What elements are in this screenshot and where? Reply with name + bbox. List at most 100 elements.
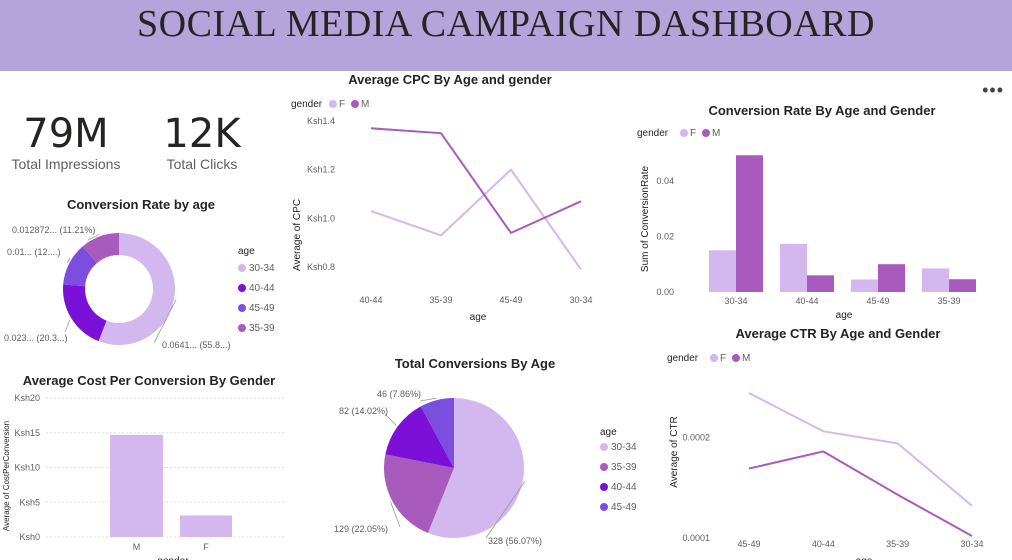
legend-label: M	[712, 128, 720, 139]
x-tick-label: 35-39	[886, 539, 909, 549]
legend-marker	[329, 100, 337, 108]
pie-slice	[98, 233, 175, 345]
y-tick-label: 0.0001	[682, 533, 710, 543]
x-tick-label: 40-44	[795, 296, 818, 306]
bar-chart-cost-per-conversion[interactable]: Average Cost Per Conversion By Gender Av…	[0, 370, 290, 560]
pie-slice	[63, 284, 107, 342]
data-label: 129 (22.05%)	[334, 524, 388, 534]
x-tick-label: F	[203, 542, 209, 552]
pie-slice	[427, 398, 524, 538]
x-tick-label: 35-39	[937, 296, 960, 306]
line-chart-ctr[interactable]: Average CTR By Age and Gender gender Ave…	[660, 322, 1010, 560]
x-tick-label: 40-44	[359, 295, 382, 305]
bar-F	[851, 279, 878, 292]
bar	[110, 434, 163, 537]
y-tick-label: Ksh0.8	[307, 262, 335, 272]
y-tick-label: Ksh0	[19, 532, 40, 542]
line-chart-cpc[interactable]: Average CPC By Age and gender gender Ave…	[285, 70, 610, 330]
legend-marker	[732, 354, 740, 362]
leader-line	[67, 257, 71, 263]
bar-F	[780, 243, 807, 292]
bar-M	[807, 275, 834, 292]
legend-label: M	[361, 99, 369, 110]
x-tick-label: 35-39	[429, 295, 452, 305]
bar-F	[922, 268, 949, 292]
legend-label: 30-34	[249, 263, 275, 274]
legend-marker	[710, 354, 718, 362]
leader-line	[64, 319, 71, 333]
legend-marker	[238, 284, 246, 292]
legend-title: gender	[637, 128, 669, 139]
legend-label: 45-49	[611, 502, 637, 513]
legend-marker	[680, 129, 688, 137]
y-axis-label: Sum of ConversionRate	[640, 165, 651, 272]
leader-line	[87, 234, 100, 241]
x-tick-label: 30-34	[569, 295, 592, 305]
leader-line	[485, 481, 526, 539]
y-tick-label: Ksh1.4	[307, 116, 335, 126]
more-options-icon[interactable]: •••	[982, 80, 1004, 100]
series-line-M	[370, 127, 582, 235]
legend-title: gender	[291, 99, 323, 110]
bar-F	[709, 250, 736, 292]
kpi-value: 12K	[163, 111, 241, 157]
kpi-label: Total Clicks	[166, 156, 238, 172]
chart-title: Conversion Rate by age	[67, 197, 215, 212]
x-tick-label: 45-49	[499, 295, 522, 305]
legend-marker	[600, 503, 608, 511]
kpi-clicks: 12K Total Clicks	[148, 112, 256, 172]
x-axis-label: age	[856, 556, 873, 560]
leader-line	[384, 413, 397, 426]
y-axis-label: Average of CTR	[669, 416, 680, 488]
x-tick-label: 45-49	[866, 296, 889, 306]
y-tick-label: Ksh15	[14, 428, 40, 438]
chart-title: Average CTR By Age and Gender	[736, 326, 941, 341]
chart-title: Conversion Rate By Age and Gender	[708, 103, 935, 118]
page-title: SOCIAL MEDIA CAMPAIGN DASHBOARD	[137, 3, 875, 45]
legend-label: F	[720, 353, 726, 364]
legend-title: age	[600, 427, 617, 438]
series-line-F	[748, 392, 973, 507]
legend-label: 40-44	[611, 482, 637, 493]
chart-title: Average Cost Per Conversion By Gender	[23, 373, 275, 388]
chart-title: Average CPC By Age and gender	[348, 72, 551, 87]
bar-M	[949, 279, 976, 292]
data-label: 328 (56.07%)	[488, 536, 542, 546]
x-tick-label: 30-34	[724, 296, 747, 306]
pie-chart-total-conversions[interactable]: Total Conversions By Age age 328 (56.07%…	[300, 350, 650, 560]
pie-slice	[384, 454, 454, 533]
pie-slice	[420, 398, 454, 468]
bar-M	[878, 264, 905, 292]
pie-slice	[63, 246, 97, 287]
legend-label: 30-34	[611, 442, 637, 453]
legend-marker	[238, 304, 246, 312]
legend-label: 35-39	[611, 462, 637, 473]
y-tick-label: 0.04	[656, 176, 674, 186]
x-axis-label: age	[836, 310, 853, 320]
legend-marker	[702, 129, 710, 137]
legend-marker	[600, 483, 608, 491]
y-tick-label: 0.0002	[682, 432, 710, 442]
legend-marker	[238, 264, 246, 272]
leader-line	[153, 299, 177, 344]
y-tick-label: 0.00	[656, 287, 674, 297]
legend-label: M	[742, 353, 750, 364]
legend-marker	[600, 443, 608, 451]
y-tick-label: Ksh10	[14, 463, 40, 473]
bar	[180, 515, 232, 537]
pie-slice	[82, 233, 119, 264]
y-tick-label: Ksh1.2	[307, 165, 335, 175]
x-tick-label: 40-44	[812, 539, 835, 549]
bar-M	[736, 155, 763, 292]
data-label: 82 (14.02%)	[339, 406, 388, 416]
x-tick-label: 30-34	[960, 539, 983, 549]
data-label: 0.01... (12....)	[7, 247, 61, 257]
x-axis-label: age	[470, 312, 487, 323]
kpi-impressions: 79M Total Impressions	[10, 112, 122, 172]
leader-line	[390, 502, 401, 528]
donut-chart-conversion-rate-by-age[interactable]: Conversion Rate by age age 0.0641... (55…	[0, 192, 290, 360]
y-axis-label: Average of CostPerConversion	[2, 421, 11, 531]
y-tick-label: Ksh1.0	[307, 213, 335, 223]
data-label: 0.0641... (55.8...)	[162, 340, 231, 350]
bar-chart-conversion-rate-age-gender[interactable]: Conversion Rate By Age and Gender gender…	[630, 98, 1008, 320]
